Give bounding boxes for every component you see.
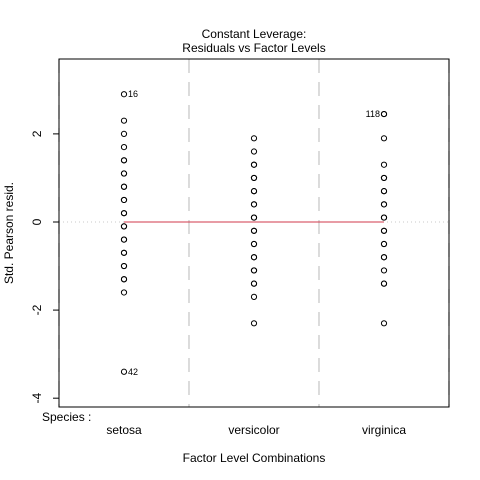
data-point-virginica-21: [380, 320, 388, 327]
data-point-virginica-15: [380, 240, 388, 248]
data-point-setosa-15: [120, 223, 128, 230]
plot-area: 16 42 118: [58, 59, 450, 407]
data-point-setosa-24: [120, 289, 128, 296]
data-point-virginica-5: [380, 174, 388, 182]
point-label-42: 42: [128, 367, 138, 377]
data-point-setosa-25: [120, 368, 128, 375]
data-point-versicolor-9: [250, 201, 258, 208]
data-point-virginica-1: [380, 110, 388, 118]
factor-label: Species :: [42, 410, 91, 424]
y-tick-label-2: 0: [30, 218, 44, 225]
y-tick-label-3: 2: [30, 130, 44, 137]
data-point-virginica-13: [380, 227, 388, 234]
data-point-virginica-2: [380, 135, 388, 142]
data-point-setosa-23: [120, 276, 128, 283]
data-point-versicolor-11: [250, 214, 258, 221]
data-point-virginica-9: [380, 201, 388, 208]
data-point-setosa-1: [120, 117, 128, 124]
data-point-versicolor-23: [250, 320, 258, 327]
data-point-versicolor-5: [250, 174, 258, 182]
data-point-setosa-3: [120, 144, 128, 151]
data-point-setosa-19: [120, 249, 128, 256]
y-tick-label-1: -2: [30, 304, 44, 315]
data-point-setosa-5: [120, 157, 128, 164]
data-point-virginica-18: [380, 267, 388, 274]
chart-title-line1: Constant Leverage:: [202, 27, 307, 41]
data-point-virginica-20: [380, 280, 388, 287]
data-point-versicolor-15: [250, 240, 258, 248]
x-category-label-virginica: virginica: [362, 423, 406, 437]
data-point-virginica-7: [380, 188, 388, 195]
data-point-versicolor-19: [250, 267, 258, 274]
chart-title-line2: Residuals vs Factor Levels: [182, 41, 325, 55]
data-point-versicolor-3: [250, 161, 258, 168]
data-point-setosa-11: [120, 196, 128, 204]
x-category-label-versicolor: versicolor: [228, 423, 279, 437]
data-point-setosa-0: [120, 91, 128, 98]
data-point-setosa-9: [120, 183, 128, 190]
data-point-setosa-7: [120, 170, 128, 177]
data-point-setosa-13: [120, 210, 128, 217]
data-point-versicolor-22: [250, 293, 258, 300]
data-point-versicolor-13: [250, 227, 258, 234]
x-category-label-setosa: setosa: [106, 423, 142, 437]
data-point-virginica-11: [380, 214, 388, 221]
data-point-versicolor-7: [250, 188, 258, 195]
x-axis-label: Factor Level Combinations: [183, 451, 326, 465]
point-label-118: 118: [366, 109, 380, 119]
y-tick-label-0: -4: [30, 393, 44, 404]
plot-frame: [58, 58, 450, 408]
point-label-16: 16: [128, 89, 138, 99]
data-point-virginica-3: [380, 161, 388, 168]
data-point-versicolor-0: [250, 135, 258, 142]
data-point-versicolor-21: [250, 280, 258, 287]
data-point-setosa-21: [120, 262, 128, 270]
data-point-versicolor-17: [250, 254, 258, 261]
y-axis-label: Std. Pearson resid.: [2, 182, 16, 284]
data-point-setosa-17: [120, 236, 128, 243]
data-point-versicolor-1: [250, 148, 258, 155]
data-point-setosa-2: [120, 130, 128, 137]
data-point-virginica-17: [380, 254, 388, 261]
